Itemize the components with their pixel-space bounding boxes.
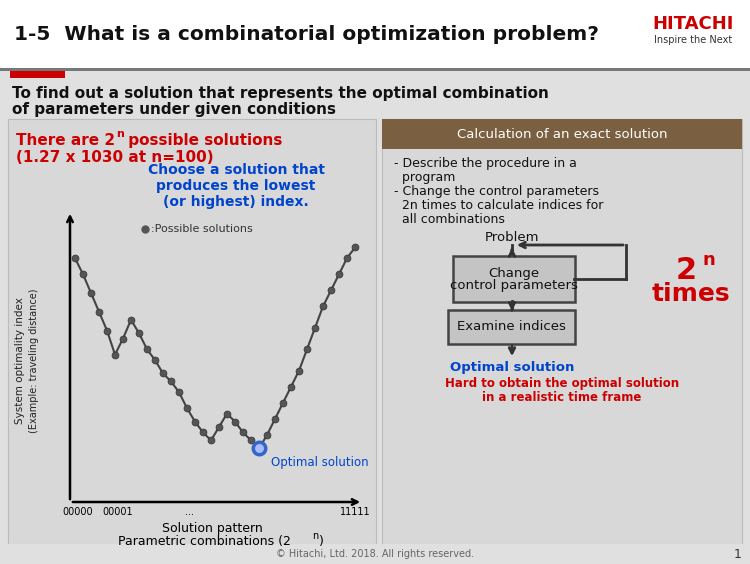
Bar xyxy=(382,119,742,544)
Bar xyxy=(0,0,750,68)
Bar xyxy=(0,71,750,546)
Text: ): ) xyxy=(319,535,323,548)
Text: © Hitachi, Ltd. 2018. All rights reserved.: © Hitachi, Ltd. 2018. All rights reserve… xyxy=(276,549,474,559)
Text: Change: Change xyxy=(488,267,539,280)
Text: all combinations: all combinations xyxy=(394,213,505,226)
Text: of parameters under given conditions: of parameters under given conditions xyxy=(12,102,336,117)
FancyBboxPatch shape xyxy=(448,310,575,344)
Text: 2n times to calculate indices for: 2n times to calculate indices for xyxy=(394,199,603,212)
Text: in a realistic time frame: in a realistic time frame xyxy=(482,391,642,404)
Bar xyxy=(0,68,750,71)
Bar xyxy=(10,71,65,78)
Text: Examine indices: Examine indices xyxy=(457,320,566,333)
Bar xyxy=(8,119,376,544)
Text: HITACHI: HITACHI xyxy=(652,15,734,33)
Text: 2: 2 xyxy=(676,255,697,285)
Text: control parameters: control parameters xyxy=(450,279,578,292)
Text: possible solutions: possible solutions xyxy=(123,133,282,148)
Text: 00000: 00000 xyxy=(63,507,93,517)
Text: n: n xyxy=(116,129,124,139)
Text: - Change the control parameters: - Change the control parameters xyxy=(394,185,599,198)
Text: (Example: traveling distance): (Example: traveling distance) xyxy=(29,288,39,433)
Text: produces the lowest: produces the lowest xyxy=(157,179,316,193)
Text: Hard to obtain the optimal solution: Hard to obtain the optimal solution xyxy=(445,377,679,390)
Bar xyxy=(382,119,742,149)
Text: There are 2: There are 2 xyxy=(16,133,116,148)
Text: Optimal solution: Optimal solution xyxy=(271,456,369,469)
Text: Calculation of an exact solution: Calculation of an exact solution xyxy=(457,127,668,140)
Text: times: times xyxy=(652,282,730,306)
Text: n: n xyxy=(702,251,715,269)
Text: - Describe the procedure in a: - Describe the procedure in a xyxy=(394,157,577,170)
Text: (or highest) index.: (or highest) index. xyxy=(164,195,309,209)
Text: n: n xyxy=(313,531,319,541)
Text: Parametric combinations (2: Parametric combinations (2 xyxy=(118,535,291,548)
Text: 11111: 11111 xyxy=(340,507,370,517)
Text: (1.27 x 1030 at n=100): (1.27 x 1030 at n=100) xyxy=(16,150,214,165)
Text: System optimality index: System optimality index xyxy=(15,297,25,424)
Text: 1: 1 xyxy=(734,548,742,561)
Text: Choose a solution that: Choose a solution that xyxy=(148,163,325,177)
Text: 00001: 00001 xyxy=(103,507,134,517)
Text: Optimal solution: Optimal solution xyxy=(450,361,574,374)
FancyBboxPatch shape xyxy=(453,256,575,302)
Text: :Possible solutions: :Possible solutions xyxy=(151,224,253,234)
Text: To find out a solution that represents the optimal combination: To find out a solution that represents t… xyxy=(12,86,549,101)
Text: Problem: Problem xyxy=(484,231,539,244)
Text: ...: ... xyxy=(185,507,194,517)
Text: Solution pattern: Solution pattern xyxy=(162,522,262,535)
Bar xyxy=(0,544,750,564)
Text: program: program xyxy=(394,171,455,184)
Text: Inspire the Next: Inspire the Next xyxy=(654,35,732,45)
Text: 1-5  What is a combinatorial optimization problem?: 1-5 What is a combinatorial optimization… xyxy=(14,24,598,43)
